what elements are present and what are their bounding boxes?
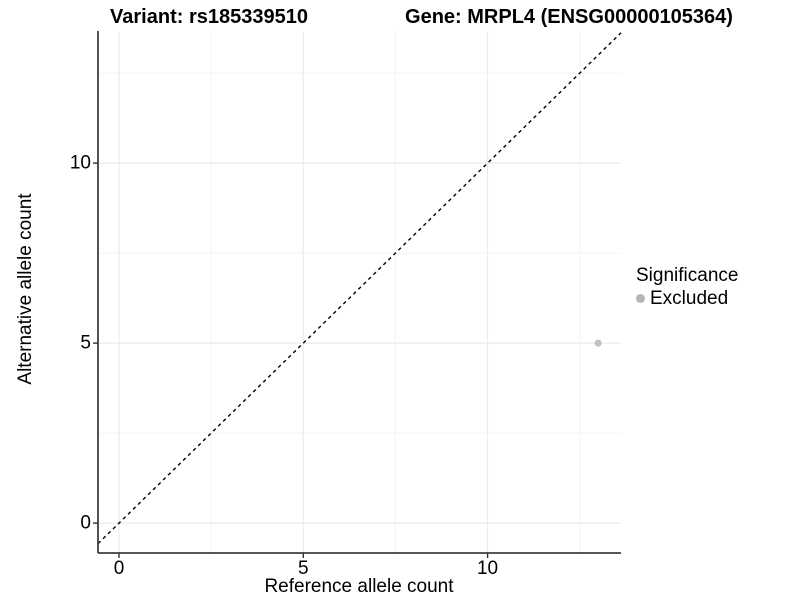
x-tick-label: 5 xyxy=(297,558,309,579)
x-tick-label: 0 xyxy=(113,558,125,579)
y-tick-label: 5 xyxy=(80,332,91,354)
plot-title-variant: Variant: rs185339510 xyxy=(110,6,308,28)
legend-point-icon xyxy=(636,294,645,303)
x-axis-title: Reference allele count xyxy=(264,576,454,597)
plot-title-gene: Gene: MRPL4 (ENSG00000105364) xyxy=(405,6,733,28)
legend-item-excluded: Excluded xyxy=(636,287,738,310)
legend: Significance Excluded xyxy=(636,264,738,310)
y-axis-title: Alternative allele count xyxy=(15,193,36,385)
y-tick-label: 0 xyxy=(80,512,91,534)
legend-item-label: Excluded xyxy=(650,288,729,309)
x-tick-label: 10 xyxy=(476,558,499,579)
y-tick-label: 10 xyxy=(69,152,91,174)
identity-line xyxy=(97,32,622,545)
data-point xyxy=(594,339,602,347)
legend-title: Significance xyxy=(636,265,739,286)
